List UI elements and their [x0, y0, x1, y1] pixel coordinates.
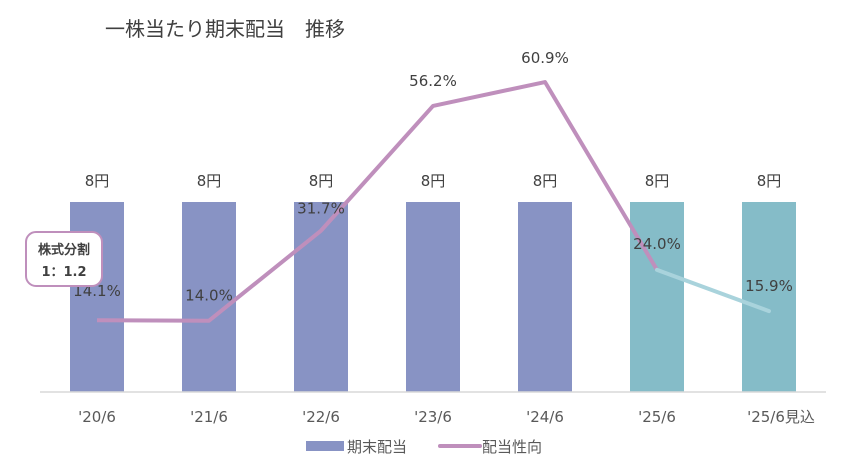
legend-label-line: 配当性向 [482, 438, 542, 456]
bar-value-label: 8円 [645, 172, 670, 190]
bar-value-label: 8円 [421, 172, 446, 190]
line-value-label: 60.9% [521, 49, 569, 67]
bar-value-label: 8円 [757, 172, 782, 190]
bar [742, 202, 796, 392]
x-tick-label: '21/6 [190, 408, 228, 426]
x-tick-label: '24/6 [526, 408, 564, 426]
bar [630, 202, 684, 392]
bar-value-label: 8円 [309, 172, 334, 190]
bar-value-label: 8円 [197, 172, 222, 190]
bar [406, 202, 460, 392]
x-tick-label: '25/6 [638, 408, 676, 426]
bar [294, 202, 348, 392]
bar [182, 202, 236, 392]
x-tick-label: '20/6 [78, 408, 116, 426]
payout-ratio-forecast-line [655, 267, 771, 314]
payout-ratio-line [96, 80, 659, 323]
legend-label-bar: 期末配当 [347, 438, 407, 456]
legend-swatch-bar [306, 441, 344, 451]
legend: 期末配当 配当性向 [306, 438, 542, 456]
line-value-label: 15.9% [745, 277, 793, 295]
x-tick-label: '25/6見込 [747, 408, 815, 426]
x-tick-label: '23/6 [414, 408, 452, 426]
annotation-line2: 1：1.2 [41, 265, 86, 280]
line-value-label: 31.7% [297, 200, 345, 218]
bar-value-label: 8円 [85, 172, 110, 190]
line-value-label: 14.0% [185, 287, 233, 305]
x-tick-label: '22/6 [302, 408, 340, 426]
annotation-callout: 株式分割 1：1.2 [25, 231, 103, 287]
line-value-label: 56.2% [409, 72, 457, 90]
bar [518, 202, 572, 392]
chart-title: 一株当たり期末配当 推移 [105, 17, 345, 41]
annotation-line1: 株式分割 [38, 242, 90, 258]
bar-value-label: 8円 [533, 172, 558, 190]
line-value-label: 24.0% [633, 235, 681, 253]
